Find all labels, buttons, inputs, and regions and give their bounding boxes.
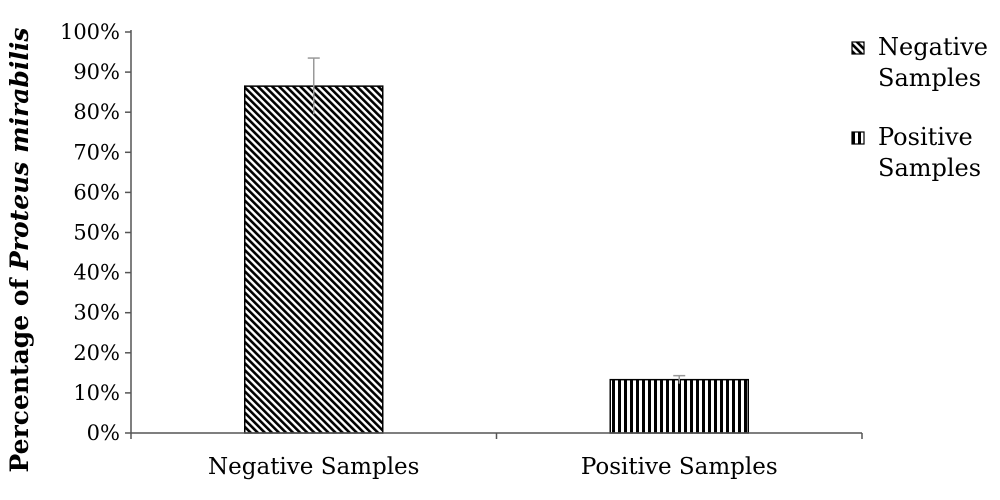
legend: Negative Samples Positive Samples — [851, 33, 988, 182]
y-tick-label: 50% — [73, 221, 120, 245]
y-axis-label: Percentage of Proteus mirabilis — [5, 28, 34, 473]
legend-swatch — [851, 41, 865, 55]
y-tick-label: 20% — [73, 341, 120, 365]
x-category-label: Positive Samples — [581, 454, 778, 480]
error-bars — [307, 57, 686, 384]
bars — [244, 85, 749, 434]
y-tick-label: 30% — [73, 301, 120, 325]
legend-swatch — [851, 131, 865, 145]
y-tick-label: 0% — [87, 421, 120, 445]
y-tick-label: 90% — [73, 60, 120, 84]
y-axis-title: Percentage of Proteus mirabilis — [5, 28, 34, 473]
y-axis-ticks: 0% 10% 20% 30% 40% 50% 60% 70% 80% 90% 100% — [60, 20, 131, 445]
bar — [609, 378, 749, 434]
y-tick-label: 40% — [73, 261, 120, 285]
y-tick-label: 60% — [73, 180, 120, 204]
legend-label: Samples — [878, 154, 981, 182]
y-axis-title-prefix: Percentage of — [5, 270, 34, 472]
legend-label: Positive — [878, 123, 973, 151]
x-axis-ticks — [130, 433, 863, 439]
y-tick-label: 70% — [73, 140, 120, 164]
legend-label: Negative — [878, 33, 988, 61]
legend-label: Samples — [878, 64, 981, 92]
x-category-label: Negative Samples — [208, 454, 419, 480]
y-tick-label: 80% — [73, 100, 120, 124]
bar — [244, 85, 384, 434]
y-tick-label: 10% — [73, 381, 120, 405]
category-labels: Negative Samples Positive Samples — [208, 454, 778, 480]
y-tick-label: 100% — [60, 20, 120, 44]
y-axis-title-italic: Proteus mirabilis — [5, 28, 34, 271]
